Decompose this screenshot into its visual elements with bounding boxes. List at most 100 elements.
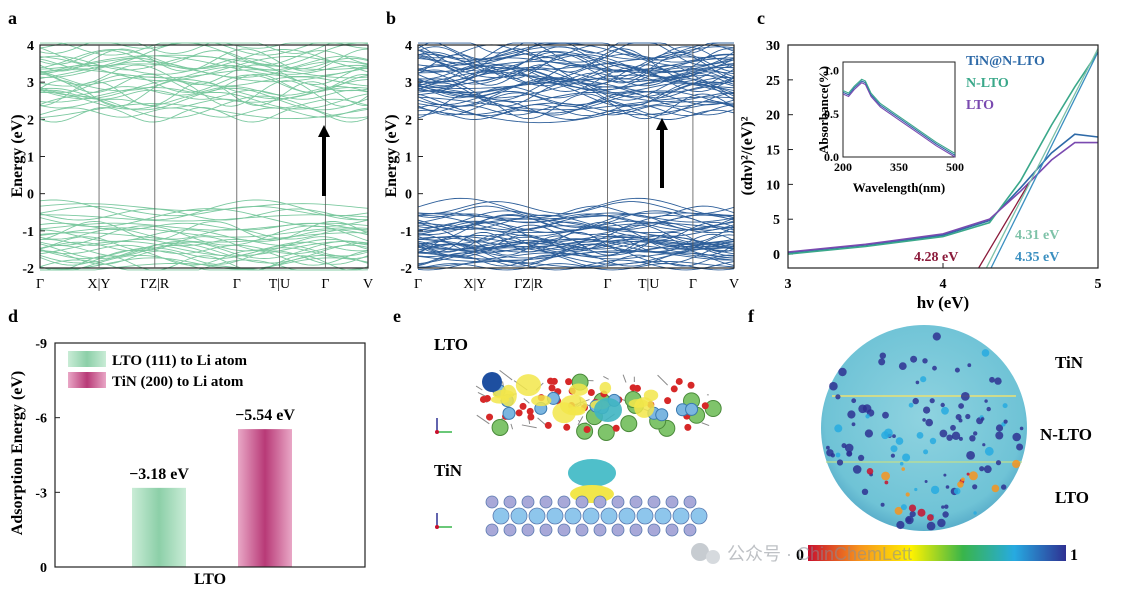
panel-letter-d: d: [8, 306, 18, 326]
band-line: [417, 221, 735, 231]
panel-d-xlabel: LTO: [194, 571, 226, 588]
li-atom: [491, 418, 509, 436]
band-line: [39, 232, 369, 243]
mapping-spot: [866, 468, 874, 475]
o-atom: [548, 384, 556, 392]
panel-b-yticks: 4 3 2 1 0 -1 -2: [400, 39, 423, 277]
mapping-spot: [864, 429, 874, 438]
panel-d-frame: [54, 342, 366, 568]
y-tick-label: -2: [400, 262, 412, 277]
n-atom: [665, 523, 679, 537]
ti-atom: [636, 507, 654, 525]
panel-f-colorbar-max: 1: [1070, 547, 1078, 564]
o-atom: [479, 395, 487, 403]
band-line: [417, 252, 735, 260]
li-atom: [620, 415, 638, 433]
inset-x-tick-label: 200: [834, 160, 852, 174]
band-line: [39, 80, 369, 107]
inset-ylabel: Absorbance(%): [816, 66, 831, 154]
band-line: [40, 254, 369, 271]
mapping-spot: [884, 428, 893, 438]
mapping-spot: [945, 485, 950, 489]
band-line: [417, 57, 735, 71]
o-atom: [670, 385, 678, 393]
panel-e-axes-glyph-bottom: [435, 513, 452, 529]
panel-letter-e: e: [393, 306, 401, 326]
y-tick-label: -2: [22, 262, 34, 277]
panel-d-bars: −3.18 eV −5.54 eV: [129, 407, 295, 567]
band-line: [417, 50, 735, 73]
bond: [477, 391, 487, 397]
ti-atom: [685, 402, 699, 416]
panel-f-label-nlto: N-LTO: [1040, 425, 1092, 444]
band-line: [417, 237, 735, 248]
x-tick-label: Γ: [414, 277, 422, 292]
panel-letter-a: a: [8, 8, 17, 28]
mapping-spot: [927, 514, 934, 521]
band-line: [417, 46, 735, 60]
panel-b-xticks: Γ X|Y ΓZ|R Γ T|U Γ V: [414, 277, 739, 292]
band-line: [39, 247, 369, 260]
mapping-spot: [858, 404, 867, 414]
o-atom: [565, 378, 573, 386]
band-line: [39, 236, 369, 252]
band-line: [39, 89, 369, 100]
mapping-spot: [879, 352, 886, 359]
fit-line-lto: [978, 184, 1029, 269]
ti-atom: [502, 406, 516, 420]
bond: [475, 385, 483, 391]
watermark: 公众号 · ChinChemLett: [691, 543, 912, 564]
inset-frame: [842, 61, 956, 158]
panel-e-label-tin: TiN: [434, 461, 463, 480]
panel-b-kpath-lines: [474, 45, 694, 268]
n-atom: [539, 523, 553, 537]
band-line: [417, 64, 735, 86]
y-tick-label: 1: [27, 151, 34, 166]
mapping-spot: [961, 477, 965, 482]
charge-density-yellow: [515, 374, 541, 397]
x-tick-label: 3: [785, 277, 792, 292]
panel-d-legend-swatch-lto: [68, 351, 106, 367]
inset-y-tick-label: 0.0: [824, 150, 839, 164]
y-tick-label: 3: [27, 76, 34, 91]
band-line: [417, 67, 735, 83]
n-atom: [647, 523, 661, 537]
bond: [577, 419, 581, 422]
panel-a-frame: [39, 44, 369, 269]
mapping-spot: [972, 484, 978, 490]
ti-atom: [546, 507, 564, 525]
mapping-spot: [912, 397, 919, 405]
band-line: [417, 42, 735, 67]
band-line: [417, 82, 735, 93]
band-line: [417, 91, 735, 103]
mapping-spot: [836, 459, 844, 466]
mapping-spot: [983, 465, 992, 474]
panel-a-kpath-lines: [98, 45, 326, 268]
band-line: [417, 243, 735, 253]
o-atom: [544, 421, 552, 429]
mapping-spot: [994, 377, 1002, 385]
mapping-spot: [898, 362, 907, 370]
n-atom: [539, 495, 553, 509]
ti-atom: [672, 507, 690, 525]
panel-c-ylabel: (αhν)²/(eV)²: [739, 116, 756, 195]
x-tick-label: Γ: [36, 277, 44, 292]
mapping-spot: [878, 358, 886, 366]
x-tick-label: Γ: [604, 277, 612, 292]
band-line: [39, 208, 369, 228]
panel-c-xlabel: hν (eV): [917, 293, 969, 312]
band-line: [39, 227, 369, 238]
o-atom: [550, 377, 558, 385]
x-tick-label: Γ: [233, 277, 241, 292]
band-line: [417, 197, 735, 217]
band-line: [39, 249, 369, 266]
band-line: [39, 203, 369, 212]
mapping-spot: [1019, 426, 1024, 431]
panel-a-bands: [39, 42, 369, 271]
mapping-spot: [1012, 432, 1021, 442]
mapping-spot: [932, 332, 941, 341]
band-line: [417, 234, 735, 252]
band-line: [417, 220, 735, 234]
tauc-curve: [787, 51, 1099, 255]
